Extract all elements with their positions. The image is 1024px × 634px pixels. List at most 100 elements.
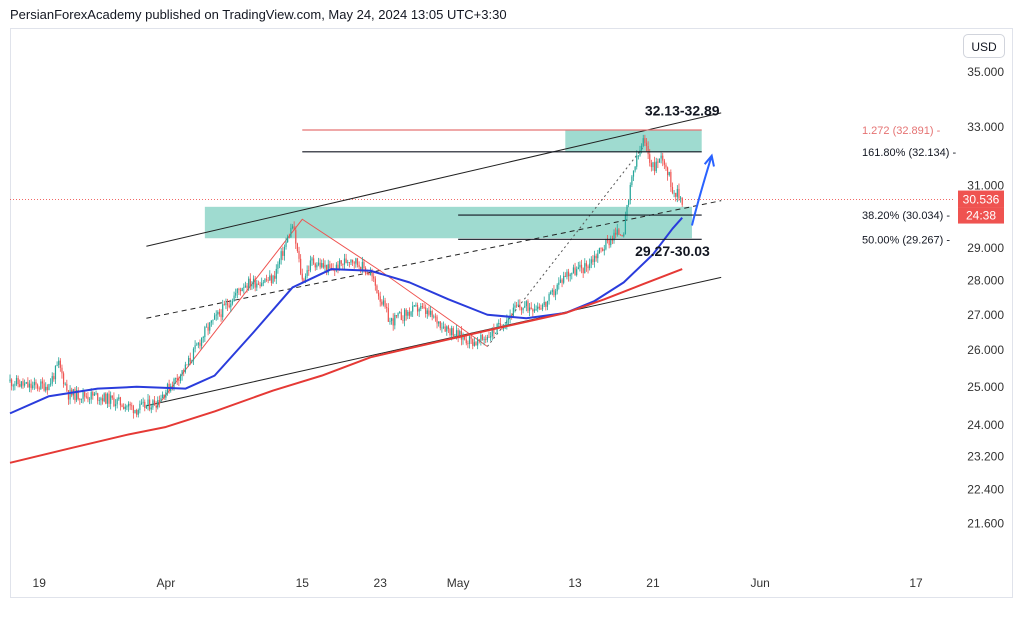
candle-24 (48, 383, 50, 391)
candle-75 (131, 402, 133, 411)
candle-body (389, 320, 391, 322)
candle-341 (563, 271, 565, 285)
candle-body (46, 386, 48, 390)
candle-256 (425, 304, 427, 318)
candle-349 (576, 266, 578, 277)
candle-35 (66, 379, 68, 392)
candle-43 (79, 398, 81, 405)
candle-body (308, 270, 310, 271)
candle-body (541, 304, 544, 310)
candle-121 (205, 323, 208, 328)
candle-body (235, 293, 237, 296)
candle-body (56, 364, 58, 366)
candle-body (147, 399, 149, 405)
candle-174 (291, 224, 294, 230)
moving-average-line-0 (9, 217, 683, 415)
candle-76 (132, 404, 135, 419)
candle-body (79, 398, 81, 400)
candle-139 (235, 288, 237, 299)
candle-353 (582, 267, 584, 278)
candle-87 (150, 403, 152, 414)
candle-body (288, 236, 290, 238)
candle-body (606, 239, 609, 241)
candle-body (293, 226, 295, 231)
candle-380 (626, 204, 628, 221)
candle-body (566, 271, 568, 277)
candle-346 (571, 272, 573, 280)
candle-12 (28, 380, 31, 393)
candle-47 (85, 392, 87, 399)
candle-body (360, 267, 362, 272)
candle-body (610, 239, 612, 246)
candle-276 (457, 327, 459, 343)
candle-body (413, 305, 415, 307)
candle-145 (244, 281, 247, 288)
candle-60 (106, 392, 109, 408)
candle-86 (149, 395, 151, 412)
candle-395 (650, 159, 652, 172)
candle-body (300, 258, 302, 274)
candle-body (441, 327, 443, 329)
candle-body (158, 399, 160, 403)
candle-body (366, 273, 368, 275)
fib-level-label-0: 1.272 (32.891) - (862, 125, 941, 137)
candle-body (25, 382, 27, 384)
candle-226 (376, 284, 378, 294)
candle-body (608, 239, 610, 246)
candle-0 (9, 374, 11, 383)
candle-body (402, 320, 404, 321)
currency-button[interactable]: USD (963, 34, 1005, 58)
candle-215 (358, 261, 360, 270)
candle-238 (395, 314, 398, 319)
candle-189 (316, 262, 318, 271)
candle-18 (38, 386, 40, 392)
candle-body (658, 158, 661, 163)
candle-body (339, 260, 341, 271)
candle-body (322, 263, 324, 268)
candle-23 (46, 384, 48, 395)
candle-body (353, 262, 355, 264)
candle-body (67, 390, 70, 400)
candle-22 (45, 382, 47, 393)
candle-body (119, 397, 122, 406)
candle-206 (343, 253, 346, 271)
candle-body (403, 309, 406, 321)
candle-107 (183, 368, 185, 377)
candle-body (679, 197, 682, 199)
candle-384 (632, 170, 635, 181)
candle-243 (403, 308, 406, 327)
candle-body (563, 275, 565, 283)
candle-body (173, 378, 175, 388)
candle-50 (90, 388, 92, 404)
candle-body (213, 315, 216, 320)
candle-16 (35, 379, 37, 389)
candle-body (329, 264, 331, 269)
candle-body (207, 326, 209, 331)
candle-225 (374, 276, 376, 291)
candle-body (504, 324, 506, 327)
candle-377 (621, 234, 623, 237)
candle-241 (400, 308, 402, 321)
candle-66 (116, 397, 118, 409)
candle-1 (11, 378, 13, 391)
candle-body (85, 396, 87, 398)
candle-290 (480, 331, 482, 346)
candle-body (264, 279, 266, 283)
candle-90 (155, 401, 157, 413)
x-tick-label-2: 15 (296, 576, 310, 590)
candle-3 (14, 380, 16, 391)
candle-body (196, 344, 198, 346)
candle-body (477, 339, 479, 346)
candle-409 (673, 189, 675, 198)
candle-237 (394, 312, 396, 330)
candle-body (585, 263, 588, 267)
candle-123 (209, 321, 211, 334)
candle-51 (92, 390, 94, 400)
candle-body (577, 267, 579, 270)
chart-frame (10, 28, 1013, 598)
candle-body (129, 403, 131, 406)
candle-105 (179, 373, 182, 384)
channel-line-0 (146, 112, 722, 247)
candle-352 (580, 259, 583, 274)
